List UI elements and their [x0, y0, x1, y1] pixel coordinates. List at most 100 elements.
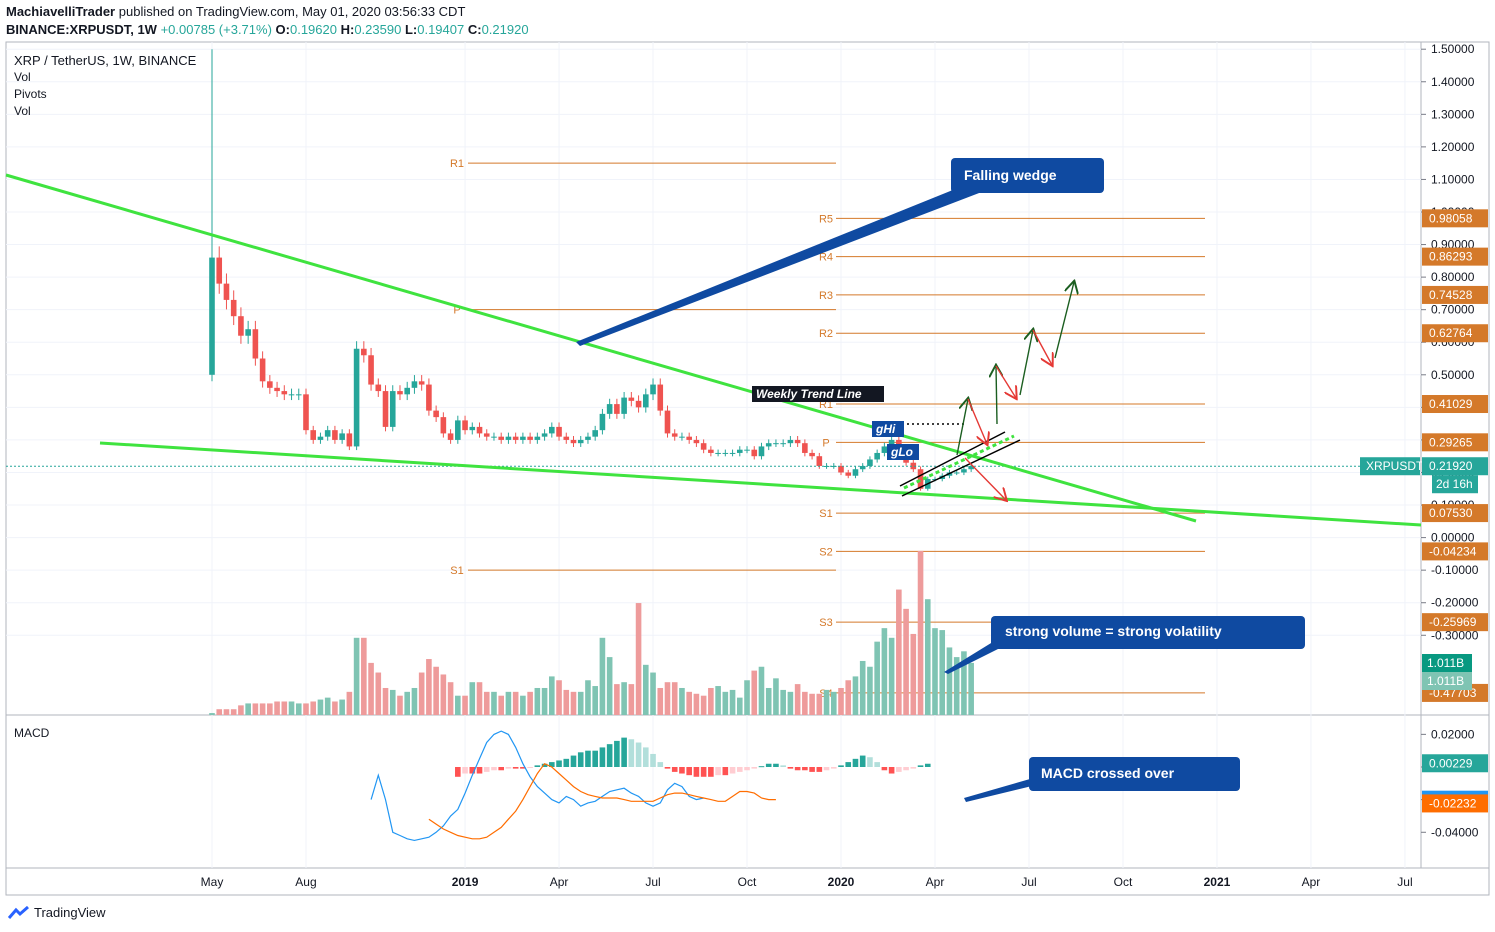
candle-body — [375, 384, 382, 392]
candle-body — [614, 404, 620, 414]
volume-bar — [903, 608, 909, 715]
candle-body — [715, 452, 721, 454]
low-label: L: — [404, 22, 418, 37]
macd-histogram-bar — [867, 757, 873, 767]
macd-histogram-bar — [765, 763, 772, 767]
symbol-tag — [1360, 457, 1420, 476]
macd-histogram-bar — [570, 755, 577, 767]
macd-histogram-bar — [715, 767, 721, 776]
volume-tag-label: 1.011B — [1427, 674, 1464, 688]
candle-body — [867, 459, 873, 466]
publisher-name[interactable]: MachiavelliTrader — [6, 4, 116, 19]
projection-down-arrow — [964, 457, 1006, 500]
candle-body — [397, 391, 403, 395]
pivot-tag-label: 0.07530 — [1429, 506, 1473, 520]
macd-histogram-bar — [650, 753, 656, 767]
volume-bar — [773, 678, 779, 715]
volume-bar — [751, 670, 758, 715]
volume-bar — [968, 662, 974, 715]
candle-body — [700, 443, 707, 450]
time-tick-label: Aug — [295, 875, 316, 889]
candle-body — [773, 443, 779, 445]
price-tick-label: 0.00000 — [1431, 531, 1475, 545]
volume-bar — [491, 691, 497, 715]
legend-vol-2: Vol — [14, 104, 31, 118]
volume-bar — [556, 680, 562, 715]
legend-vol: Vol — [14, 70, 31, 84]
volume-bar — [700, 695, 707, 715]
macd-line — [370, 730, 704, 842]
price-tick-label: 1.10000 — [1431, 172, 1475, 186]
time-tick-label: 2021 — [1204, 875, 1231, 889]
high-value: 0.23590 — [354, 22, 402, 37]
candle-body — [917, 469, 924, 489]
volume-bar — [787, 691, 794, 715]
candle-body — [216, 257, 223, 284]
pivot-label: S1 — [819, 508, 832, 520]
candle-body — [346, 433, 353, 447]
macd-histogram-bar — [722, 767, 729, 776]
trendline-label-box — [752, 386, 884, 402]
candle-body — [324, 430, 331, 437]
volume-bar — [216, 709, 223, 715]
macd-histogram-bar — [549, 762, 555, 767]
macd-histogram-bar — [671, 767, 678, 772]
chart-legend-title: XRP / TetherUS, 1W, BINANCE — [14, 53, 197, 68]
volume-bar — [671, 682, 678, 715]
volume-bar — [317, 699, 324, 715]
last-price-tag-label: 0.21920 — [1429, 459, 1473, 473]
price-tick-label: 1.50000 — [1431, 42, 1475, 56]
volume-bar — [332, 701, 338, 715]
candle-body — [209, 257, 215, 375]
time-tick-label: 2019 — [452, 875, 479, 889]
macd-histogram-bar — [830, 767, 837, 769]
macd-histogram-bar — [693, 767, 700, 777]
volume-bar — [823, 689, 830, 715]
price-tick-label: 0.70000 — [1431, 303, 1475, 317]
macd-histogram-bar — [577, 752, 584, 767]
macd-histogram-bar — [802, 767, 808, 771]
volume-bar — [353, 637, 360, 715]
macd-histogram-bar — [498, 767, 504, 771]
macd-histogram-bar — [874, 762, 880, 767]
time-tick-label: Apr — [550, 875, 569, 889]
volume-bar — [729, 689, 736, 715]
price-tick-label: -0.20000 — [1431, 596, 1479, 610]
candle-body — [295, 394, 302, 396]
tradingview-footer[interactable]: TradingView — [8, 905, 106, 920]
pivot-tag-label: 0.74528 — [1429, 288, 1473, 302]
callout-macd: MACD crossed over — [1041, 765, 1175, 781]
volume-bar — [361, 637, 367, 715]
volume-bar — [209, 713, 215, 715]
macd-histogram-bar — [455, 767, 461, 777]
volume-bar — [794, 684, 801, 715]
candle-body — [353, 348, 360, 447]
volume-bar — [650, 672, 656, 715]
time-tick-label: 2020 — [828, 875, 855, 889]
volume-bar — [585, 680, 591, 715]
volume-bar — [946, 647, 953, 715]
volume-bar — [736, 697, 743, 715]
candle-body — [520, 436, 526, 440]
callout-pointer — [964, 779, 1032, 802]
volume-bar — [375, 672, 382, 715]
volume-bar — [527, 691, 533, 715]
volume-bar — [462, 695, 468, 715]
volume-bar — [534, 687, 541, 715]
pivot-label: R4 — [819, 252, 833, 264]
macd-histogram-bar — [729, 767, 736, 774]
volume-bar — [635, 603, 642, 715]
candle-body — [418, 381, 425, 385]
candle-body — [874, 452, 880, 460]
volume-tag — [1422, 672, 1472, 690]
projection-down-arrow — [967, 398, 987, 444]
pivot-tag-label: 0.62764 — [1429, 326, 1473, 340]
candle-body — [722, 452, 729, 454]
candle-body — [556, 426, 562, 437]
callout-box — [1029, 757, 1240, 791]
close-label: C: — [467, 22, 482, 37]
ghi-tag — [872, 421, 904, 437]
projection-down-arrow — [1032, 329, 1052, 365]
glo-tag — [887, 444, 919, 460]
